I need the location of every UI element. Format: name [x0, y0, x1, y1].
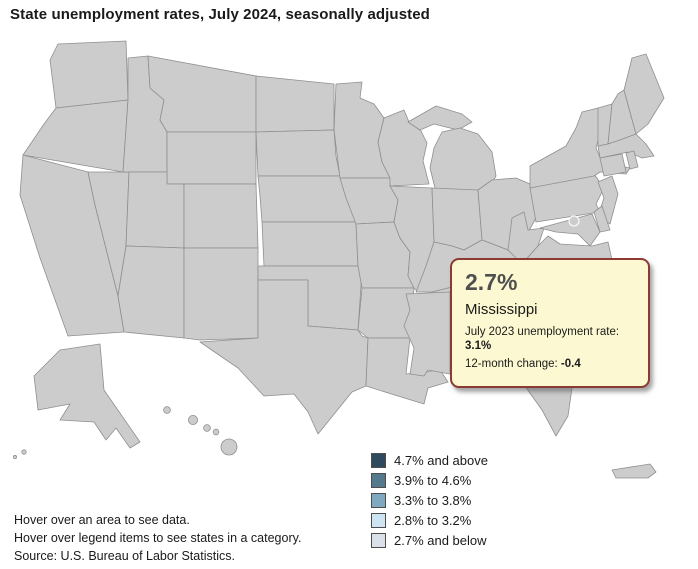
state-south-dakota[interactable]	[255, 129, 341, 177]
state-oregon[interactable]	[22, 99, 129, 173]
legend-swatch-1	[371, 472, 386, 488]
tooltip-change-line: 12-month change: -0.4	[465, 357, 635, 371]
legend-label: 2.8% to 3.2%	[394, 512, 472, 528]
legend-swatch-0	[371, 452, 386, 468]
state-montana[interactable]	[147, 55, 257, 133]
tooltip-previous-rate-line: July 2023 unemployment rate: 3.1%	[465, 325, 635, 353]
tooltip-rate-value: 2.7%	[465, 269, 518, 295]
state-louisiana[interactable]	[365, 337, 449, 405]
tooltip-previous-rate-value: 3.1%	[465, 340, 492, 352]
state-hawaii-maui[interactable]	[212, 428, 220, 436]
legend-label: 4.7% and above	[394, 452, 488, 468]
legend-label: 3.9% to 4.6%	[394, 472, 472, 488]
legend-item-3.9-to-4.6[interactable]: 3.9% to 4.6%	[371, 470, 488, 490]
tooltip-change-label: 12-month change:	[465, 358, 561, 370]
state-arizona[interactable]	[117, 245, 185, 339]
state-wyoming[interactable]	[166, 131, 257, 185]
legend-label: 2.7% and below	[394, 532, 487, 548]
legend-item-4.7-and-above[interactable]: 4.7% and above	[371, 450, 488, 470]
state-hawaii-molokai[interactable]	[203, 424, 211, 432]
state-hawaii-oahu[interactable]	[187, 414, 198, 425]
tooltip-previous-rate-label: July 2023 unemployment rate:	[465, 326, 620, 338]
state-alaska-aleutian-island[interactable]	[21, 449, 27, 455]
state-wisconsin[interactable]	[377, 109, 430, 187]
hint-hover-area: Hover over an area to see data.	[14, 513, 190, 527]
state-new-mexico[interactable]	[183, 247, 259, 341]
state-rhode-island[interactable]	[625, 150, 639, 170]
legend-swatch-2	[371, 492, 386, 508]
state-washington[interactable]	[49, 40, 129, 109]
legend-item-2.7-and-below[interactable]: 2.7% and below	[371, 530, 488, 550]
footer-notes: Hover over an area to see data. Hover ov…	[14, 511, 301, 565]
state-delaware[interactable]	[593, 205, 611, 233]
tooltip-state-name: Mississippi	[465, 301, 538, 318]
legend-item-2.8-to-3.2[interactable]: 2.8% to 3.2%	[371, 510, 488, 530]
state-massachusetts[interactable]	[597, 133, 655, 159]
state-michigan-upper-peninsula[interactable]	[407, 105, 473, 131]
state-district-of-columbia[interactable]	[568, 215, 580, 227]
legend-item-3.3-to-3.8[interactable]: 3.3% to 3.8%	[371, 490, 488, 510]
state-hawaii-big-island[interactable]	[220, 438, 238, 456]
state-mississippi[interactable]	[403, 291, 451, 377]
state-alaska-aleutian-island[interactable]	[12, 454, 18, 460]
state-connecticut[interactable]	[599, 153, 627, 177]
hint-hover-legend: Hover over legend items to see states in…	[14, 531, 302, 545]
legend-label: 3.3% to 3.8%	[394, 492, 472, 508]
state-texas[interactable]	[199, 279, 369, 435]
state-hawaii-kauai[interactable]	[163, 406, 171, 414]
map-legend: 4.7% and above 3.9% to 4.6% 3.3% to 3.8%…	[371, 450, 488, 550]
legend-swatch-3	[371, 512, 386, 528]
state-colorado[interactable]	[183, 183, 259, 249]
state-alaska[interactable]	[33, 343, 141, 449]
state-kansas[interactable]	[261, 221, 359, 267]
tooltip-change-value: -0.4	[560, 358, 581, 370]
source-note: Source: U.S. Bureau of Labor Statistics.	[14, 549, 235, 563]
state-arkansas[interactable]	[357, 287, 415, 339]
legend-swatch-4	[371, 532, 386, 548]
map-tooltip: 2.7% Mississippi July 2023 unemployment …	[450, 258, 650, 388]
state-maryland[interactable]	[539, 213, 601, 247]
state-north-dakota[interactable]	[255, 75, 335, 133]
territory-puerto-rico[interactable]	[611, 463, 657, 479]
state-indiana[interactable]	[431, 187, 483, 251]
page-title: State unemployment rates, July 2024, sea…	[10, 6, 430, 23]
state-michigan[interactable]	[429, 127, 497, 193]
